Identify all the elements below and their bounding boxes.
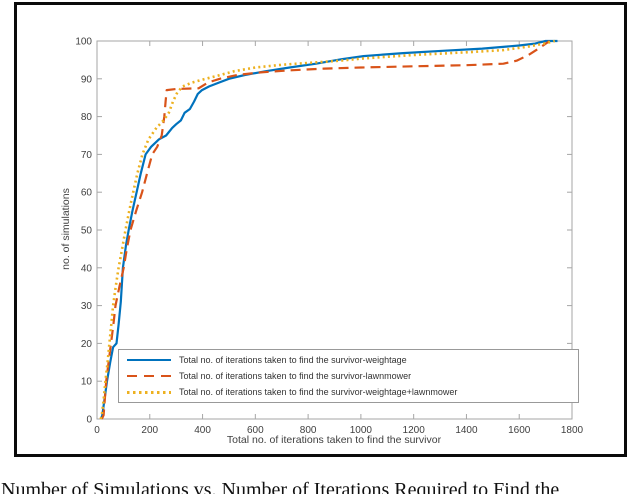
x-tick-label: 600	[247, 425, 264, 436]
y-tick-label: 40	[81, 263, 93, 274]
y-tick-label: 90	[81, 74, 93, 85]
series-line-lawnmower	[100, 40, 551, 420]
legend-label-weightage-plus-lawnmower: Total no. of iterations taken to find th…	[179, 387, 458, 397]
y-tick-label: 100	[75, 37, 92, 48]
legend-row-weightage-plus-lawnmower: Total no. of iterations taken to find th…	[127, 384, 578, 400]
x-axis-label: Total no. of iterations taken to find th…	[226, 434, 442, 446]
y-axis-label: no. of simulations	[60, 188, 72, 270]
series-line-weightage	[99, 39, 558, 420]
y-tick-label: 0	[86, 415, 92, 426]
y-tick-label: 70	[81, 150, 93, 161]
x-tick-label: 0	[94, 425, 100, 436]
x-tick-label: 1800	[561, 425, 584, 436]
x-tick-label: 400	[194, 425, 211, 436]
figure-caption: Number of Simulations vs. Number of Iter…	[1, 479, 560, 494]
legend-row-weightage: Total no. of iterations taken to find th…	[127, 352, 578, 368]
legend-label-weightage: Total no. of iterations taken to find th…	[179, 355, 407, 365]
series-line-weightage-plus-lawnmower	[99, 39, 556, 420]
y-tick-label: 50	[81, 226, 93, 237]
legend-line-sample-lawnmower	[127, 374, 171, 378]
y-tick-label: 20	[81, 339, 93, 350]
legend-row-lawnmower: Total no. of iterations taken to find th…	[127, 368, 578, 384]
x-tick-label: 1000	[350, 425, 373, 436]
y-tick-label: 30	[81, 301, 93, 312]
legend: Total no. of iterations taken to find th…	[118, 349, 579, 403]
legend-label-lawnmower: Total no. of iterations taken to find th…	[179, 371, 412, 381]
x-tick-label: 1600	[508, 425, 531, 436]
legend-line-sample-weightage	[127, 358, 171, 362]
y-tick-label: 60	[81, 188, 93, 199]
x-tick-label: 200	[141, 425, 158, 436]
x-tick-label: 1400	[455, 425, 478, 436]
x-tick-label: 1200	[403, 425, 426, 436]
y-tick-label: 80	[81, 112, 93, 123]
x-tick-label: 800	[300, 425, 317, 436]
legend-line-sample-weightage-plus-lawnmower	[127, 390, 171, 394]
y-tick-label: 10	[81, 377, 93, 388]
